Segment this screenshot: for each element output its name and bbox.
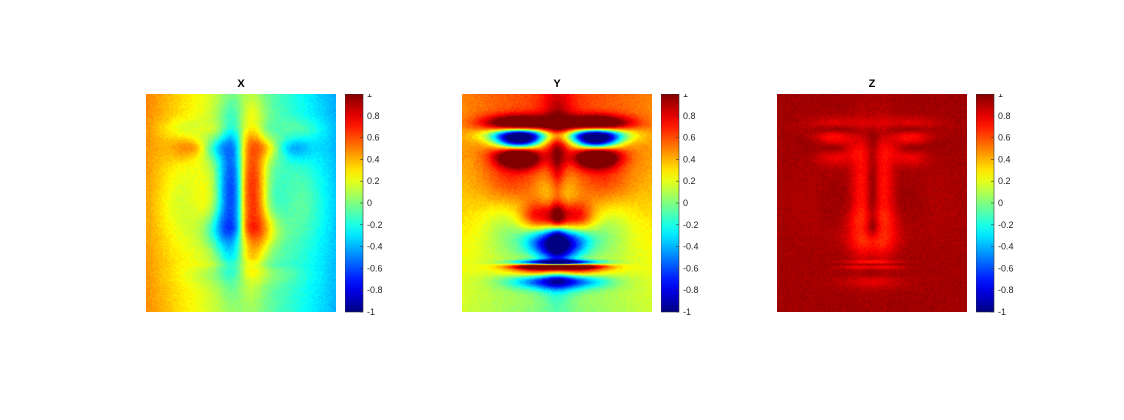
colorbar-tick-label: -0.4 <box>683 242 699 252</box>
colorbar-tick-label: 0 <box>998 198 1003 208</box>
colorbar-tick-label: 0.8 <box>367 111 380 121</box>
colorbar-tick-label: 0.4 <box>367 154 380 164</box>
colorbar-tick-label: 1 <box>998 94 1003 99</box>
heatmap-x <box>146 94 336 312</box>
colorbar-svg-z: 1 0.8 0.6 0.4 0.2 0 -0.2 -0.4 -0.6 -0.8 -1 <box>976 94 1014 317</box>
colorbar-tick-label: 0.4 <box>998 154 1011 164</box>
colorbar-tick-label: -0.8 <box>998 285 1014 295</box>
chart-title-y: Y <box>553 78 561 90</box>
colorbar-tick-label: 0 <box>683 198 688 208</box>
colorbar-tick-label: 0 <box>367 198 372 208</box>
heatmap-z <box>777 94 967 312</box>
colorbar-svg-x: 1 0.8 0.6 0.4 0.2 0 -0.2 -0.4 -0.6 -0.8 -1 <box>345 94 383 317</box>
colorbar-tick-label: 0.8 <box>998 111 1011 121</box>
colorbar-tick-label: -1 <box>367 307 375 317</box>
colorbar-tick-label: -0.6 <box>683 263 699 273</box>
colorbar-x: 1 0.8 0.6 0.4 0.2 0 -0.2 -0.4 -0.6 -0.8 -1 <box>345 94 383 317</box>
colorbar-tick-label: 0.8 <box>683 111 696 121</box>
colorbar-tick-label: 0.6 <box>683 133 696 143</box>
chart-title-z: Z <box>868 78 876 90</box>
colorbar-tick-label: 0.2 <box>998 176 1011 186</box>
colorbar-tick-label: 1 <box>367 94 372 99</box>
colorbar-tick-label: 0.6 <box>367 133 380 143</box>
colorbar-tick-label: -0.8 <box>367 285 383 295</box>
colorbar-tick-label: 1 <box>683 94 688 99</box>
colorbar-tick-label: -0.6 <box>367 263 383 273</box>
chart-title-x: X <box>237 78 245 90</box>
colorbar-tick-label: 0.6 <box>998 133 1011 143</box>
colorbar-tick-label: 0.2 <box>367 176 380 186</box>
panel-x: X 1 0.8 0.6 0.4 0.2 0 -0.2 -0.4 -0.6 -0.8 -1 <box>146 78 406 318</box>
colorbar-y: 1 0.8 0.6 0.4 0.2 0 -0.2 -0.4 -0.6 -0.8 -1 <box>661 94 699 317</box>
colorbar-tick-label: -0.2 <box>367 220 383 230</box>
colorbar-tick-label: 0.2 <box>683 176 696 186</box>
colorbar-tick-label: -0.4 <box>367 242 383 252</box>
panel-z: Z 1 0.8 0.6 0.4 0.2 0 -0.2 -0.4 -0.6 -0.8 -1 <box>777 78 1037 318</box>
colorbar-tick-label: -0.8 <box>683 285 699 295</box>
colorbar-tick-label: 0.4 <box>683 154 696 164</box>
panel-y: Y 1 0.8 0.6 0.4 0.2 0 -0.2 -0.4 -0.6 -0.8 -1 <box>462 78 722 318</box>
colorbar-svg-y: 1 0.8 0.6 0.4 0.2 0 -0.2 -0.4 -0.6 -0.8 -1 <box>661 94 699 317</box>
colorbar-tick-label: -1 <box>998 307 1006 317</box>
colorbar-z: 1 0.8 0.6 0.4 0.2 0 -0.2 -0.4 -0.6 -0.8 -1 <box>976 94 1014 317</box>
colorbar-tick-label: -0.2 <box>998 220 1014 230</box>
colorbar-tick-label: -1 <box>683 307 691 317</box>
colorbar-tick-label: -0.6 <box>998 263 1014 273</box>
colorbar-tick-label: -0.4 <box>998 242 1014 252</box>
colorbar-tick-label: -0.2 <box>683 220 699 230</box>
heatmap-y <box>462 94 652 312</box>
